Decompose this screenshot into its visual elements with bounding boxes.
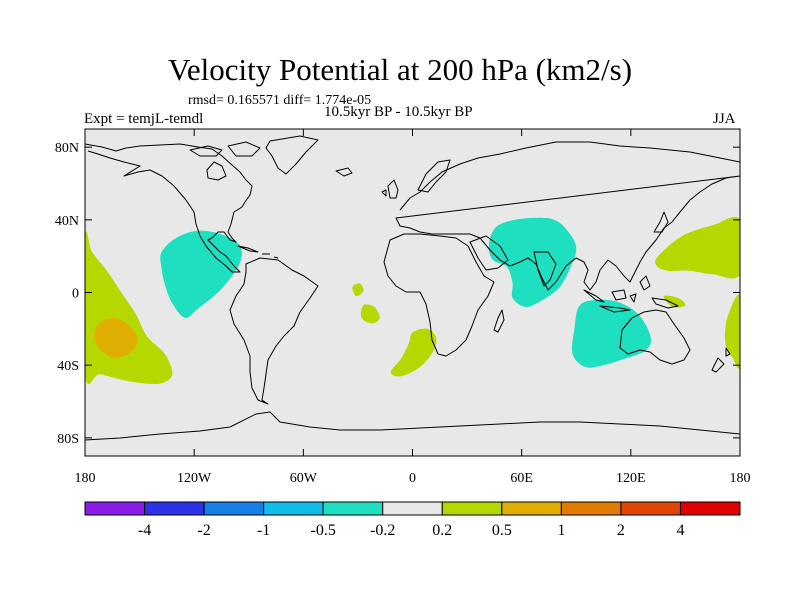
coast-britain — [381, 179, 399, 199]
colorbar-label: -1 — [257, 522, 270, 539]
anomaly-region-arabia-india-negative — [488, 217, 577, 308]
coast-antarctica — [85, 411, 740, 441]
coast-arctic-islands — [189, 141, 261, 157]
colorbar-label: 4 — [676, 522, 684, 539]
plot-title: Velocity Potential at 200 hPa (km2/s) — [167, 52, 633, 87]
axis-ticks — [84, 129, 741, 456]
colorbar-swatch — [263, 501, 324, 516]
axis-tick-labels: 80N 40N 0 40S 80S 180 120W 60W 0 60E 120E 180 — [55, 141, 751, 486]
stats-line: rmsd= 0.165571 diff= 1.774e-05 — [188, 93, 372, 108]
coast-indonesia — [583, 275, 651, 313]
lat-tick-label: 80S — [57, 432, 79, 447]
colorbar-label: 0.5 — [492, 522, 512, 539]
colorbar-swatch — [203, 501, 265, 516]
colorbar-swatch — [620, 501, 681, 516]
coast-greenland — [265, 135, 319, 175]
lat-tick-label: 80N — [55, 141, 79, 156]
coastlines — [85, 135, 740, 441]
anomaly-region-south-pacific-positive-core — [94, 317, 138, 358]
anomaly-region-atlantic-small-b — [360, 304, 380, 324]
colorbar-swatch — [560, 501, 622, 516]
colorbar-swatch — [84, 501, 146, 516]
coast-arabia — [469, 235, 509, 271]
anomaly-region-east-pacific-edge-positive — [724, 294, 740, 369]
lat-tick-label: 0 — [72, 287, 79, 302]
lon-tick-label: 120E — [616, 471, 646, 486]
anomaly-region-south-atlantic-positive — [390, 328, 437, 377]
coast-north-america — [85, 143, 253, 273]
lat-tick-label: 40S — [57, 359, 79, 374]
colorbar-swatch — [382, 501, 443, 516]
anomaly-region-north-pacific-positive — [655, 216, 740, 279]
lat-tick-label: 40N — [55, 214, 79, 229]
coast-australia — [619, 309, 691, 365]
colorbar-label: -2 — [197, 522, 210, 539]
coast-new-zealand — [711, 347, 731, 373]
lon-tick-label: 180 — [730, 471, 751, 486]
colorbar — [84, 501, 741, 516]
colorbar-swatch — [501, 501, 562, 516]
colorbar-label: -0.5 — [311, 522, 336, 539]
colorbar-label: 2 — [617, 522, 625, 539]
colorbar-swatch — [441, 501, 503, 516]
coast-india — [533, 251, 557, 287]
coast-africa — [383, 233, 495, 357]
colorbar-label: -0.2 — [370, 522, 395, 539]
lon-tick-label: 180 — [75, 471, 96, 486]
lon-tick-label: 0 — [409, 471, 416, 486]
anomaly-region-atlantic-small-a — [352, 283, 364, 297]
period-label: 10.5kyr BP - 10.5kyr BP — [324, 104, 473, 120]
coast-caribbean — [237, 245, 279, 259]
coast-new-guinea — [651, 297, 679, 309]
colorbar-swatch — [144, 501, 205, 516]
anomaly-region-maritime-small-positive — [663, 295, 686, 308]
colorbar-labels: -4 -2 -1 -0.5 -0.2 0.2 0.5 1 2 4 — [138, 522, 685, 539]
coast-iceland — [335, 167, 353, 177]
experiment-label: Expt = temjL-temdl — [84, 111, 204, 127]
anomaly-region-indian-ocean-australia-negative — [571, 299, 652, 368]
lon-tick-label: 60W — [290, 471, 318, 486]
season-label: JJA — [713, 111, 736, 127]
coast-scandinavia — [417, 159, 451, 193]
coast-hudson-bay — [206, 161, 227, 181]
coast-madagascar — [493, 309, 505, 333]
colorbar-label: 1 — [557, 522, 565, 539]
colorbar-swatch — [322, 501, 384, 516]
colorbar-label: -4 — [138, 522, 151, 539]
lon-tick-label: 120W — [177, 471, 212, 486]
colorbar-swatch — [679, 501, 741, 516]
colorbar-label: 0.2 — [432, 522, 452, 539]
coast-south-america — [229, 257, 319, 405]
coast-japan — [653, 211, 669, 233]
lon-tick-label: 60E — [510, 471, 533, 486]
